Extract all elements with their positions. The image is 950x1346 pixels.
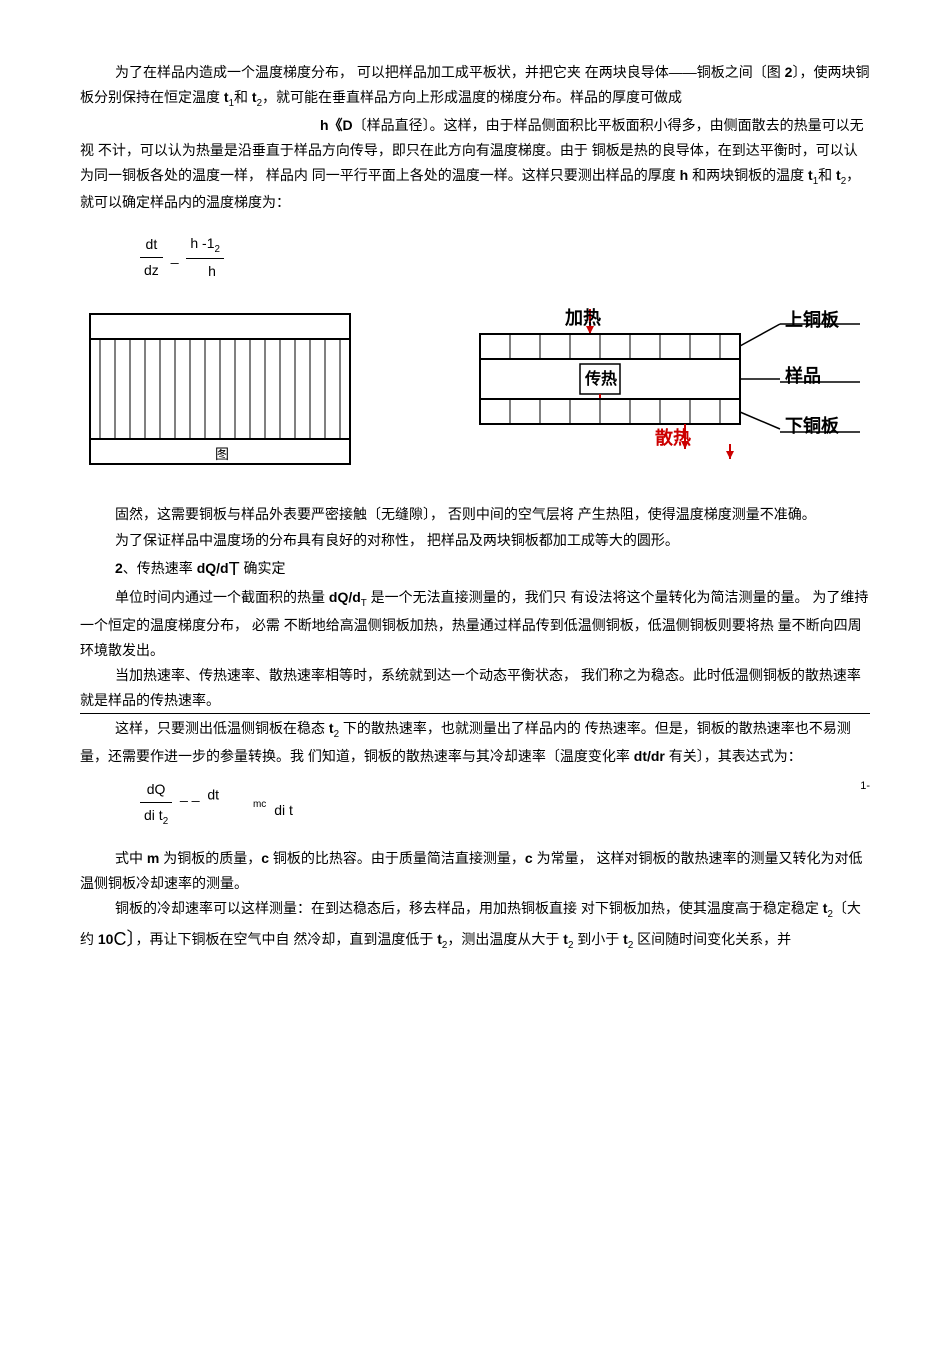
tau-symbol: T: [229, 559, 240, 579]
svg-text:样品: 样品: [785, 365, 821, 386]
variable-h: h: [680, 167, 689, 183]
paragraph-6: 这样，只要测出低温侧铜板在稳态 t2 下的散热速率，也就测量出了样品内的 传热速…: [80, 713, 870, 769]
text: _ _: [180, 786, 199, 802]
formula-text: dQ/d: [329, 589, 361, 605]
paragraph-2: 固然，这需要铜板与样品外表要严密接触〔无缝隙〕， 否则中间的空气层将 产生热阻，…: [80, 502, 870, 527]
text: 有关〕，其表达式为：: [665, 748, 802, 764]
text: 到小于: [573, 931, 623, 947]
diagram-left: 图: [80, 304, 360, 482]
svg-text:下铜板: 下铜板: [785, 415, 840, 436]
formula-1: dt dz _ h -12 h: [140, 231, 870, 285]
formula-2-line1: dQ di t2 _ _ dt mc di t 1-: [140, 777, 870, 831]
svg-text:散热: 散热: [655, 427, 691, 448]
text: 和: [818, 167, 836, 183]
denominator: di t2: [140, 803, 172, 830]
formula-text: dt/dr: [634, 748, 665, 764]
diagram-right: 加热 传热 散热: [470, 304, 870, 482]
text: 式中: [115, 850, 147, 866]
text: 这样，只要测出低温侧铜板在稳态: [115, 720, 329, 736]
paragraph-1: 为了在样品内造成一个温度梯度分布， 可以把样品加工成平板状，并把它夹 在两块良导…: [80, 60, 870, 216]
fraction-left: dt dz: [140, 232, 163, 283]
text: 确实定: [240, 560, 286, 576]
diagram-label: 图: [215, 446, 229, 462]
numerator: dt: [140, 232, 163, 258]
bold-text: h《D: [320, 117, 353, 133]
text: 和: [234, 89, 252, 105]
text: ，就可能在垂直样品方向上形成温度的梯度分布。样品的厚度可做成: [262, 89, 682, 105]
fraction-right: h -12 h: [186, 231, 224, 285]
paragraph-3: 为了保证样品中温度场的分布具有良好的对称性， 把样品及两块铜板都加工成等大的圆形…: [80, 528, 870, 553]
subscript: T: [361, 598, 367, 609]
variable: m: [147, 850, 159, 866]
text: 为了在样品内造成一个温度梯度分布， 可以把样品加工成平板状，并把它夹 在两块良导…: [115, 64, 785, 80]
text: 单位时间内通过一个截面积的热量: [115, 589, 329, 605]
denominator: dz: [140, 258, 163, 283]
diagram-row: 图 加热 传热: [80, 304, 870, 482]
paragraph-7: 式中 m 为铜板的质量，c 铜板的比热容。由于质量简洁直接测量，c 为常量， 这…: [80, 846, 870, 896]
text: 和两块铜板的温度: [688, 167, 808, 183]
numerator: dQ: [140, 777, 172, 803]
denominator: h: [186, 259, 224, 284]
mc-text: mc: [253, 799, 266, 810]
paragraph-5: 当加热速率、传热速率、散热速率相等时，系统就到达一个动态平衡状态， 我们称之为稳…: [80, 663, 870, 713]
text: 区间随时间变化关系，并: [633, 931, 791, 947]
text: 铜板的冷却速率可以这样测量：在到达稳态后，移去样品，用加热铜板直接 对下铜板加热…: [115, 900, 823, 916]
heading-1: 2、传热速率 dQ/dT 确实定: [80, 553, 870, 585]
text: ，再让下铜板在空气中自 然冷却，直到温度低于: [135, 931, 437, 947]
subscript: 2: [215, 243, 220, 254]
marker: 1-: [860, 777, 870, 797]
text: ，测出温度从大于: [447, 931, 563, 947]
text: 铜板的比热容。由于质量简洁直接测量，: [269, 850, 525, 866]
number: 10: [98, 931, 114, 947]
variable: c: [261, 850, 269, 866]
formula-text: dQ/d: [197, 560, 229, 576]
text: dt: [207, 786, 219, 802]
paragraph-8: 铜板的冷却速率可以这样测量：在到达稳态后，移去样品，用加热铜板直接 对下铜板加热…: [80, 896, 870, 956]
numerator: h -12: [186, 231, 224, 259]
sample-diagram: 图: [80, 304, 360, 474]
svg-text:上铜板: 上铜板: [785, 309, 840, 330]
text: 为铜板的质量，: [159, 850, 261, 866]
unit: C〕: [113, 929, 135, 949]
dit-text: di t: [274, 802, 293, 818]
svg-text:传热: 传热: [584, 369, 617, 388]
paragraph-4: 单位时间内通过一个截面积的热量 dQ/dT 是一个无法直接测量的，我们只 有设法…: [80, 585, 870, 663]
equals: _: [171, 248, 179, 264]
text: 、传热速率: [123, 560, 197, 576]
fraction: dQ di t2: [140, 777, 172, 831]
svg-text:加热: 加热: [564, 307, 601, 328]
variable: c: [525, 850, 533, 866]
number: 2: [115, 560, 123, 576]
plates-diagram: 加热 传热 散热: [470, 304, 870, 474]
